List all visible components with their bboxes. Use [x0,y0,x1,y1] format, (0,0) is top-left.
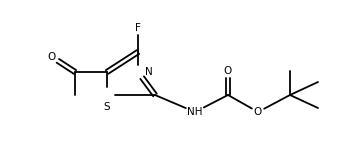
Text: NH: NH [187,107,203,117]
Text: O: O [254,107,262,117]
Text: O: O [48,52,56,62]
Text: O: O [224,66,232,76]
Text: N: N [145,67,153,77]
Text: S: S [104,102,110,112]
Text: F: F [135,23,141,33]
